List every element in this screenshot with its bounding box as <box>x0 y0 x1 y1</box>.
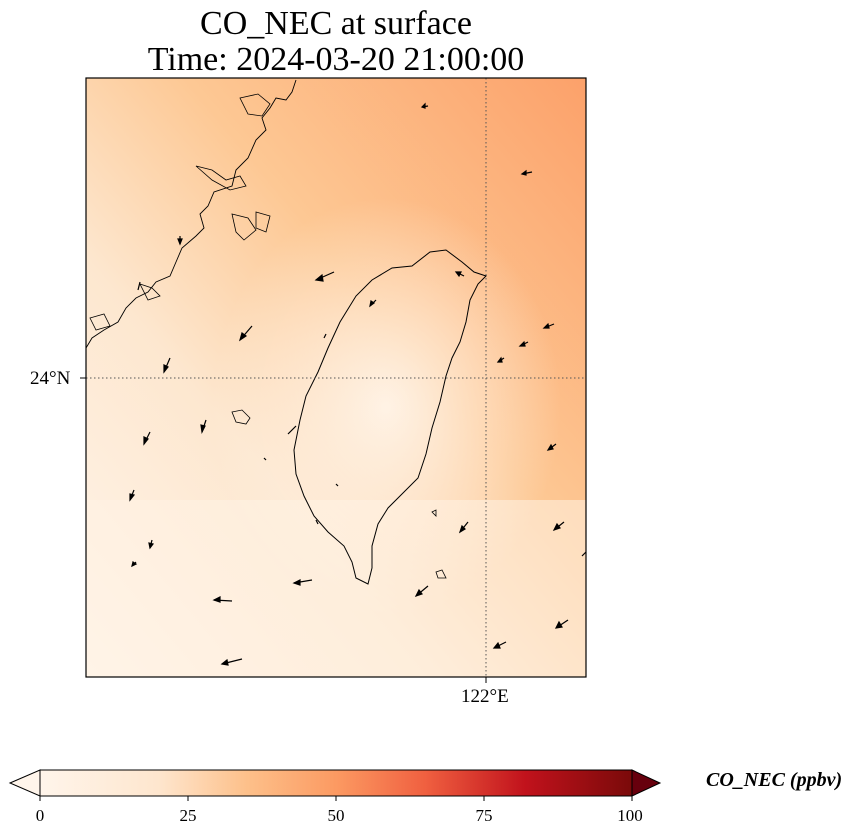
colorbar-tick-label: 50 <box>327 806 345 825</box>
map-title-line1: CO_NEC at surface <box>200 5 472 42</box>
islet-orchid <box>435 569 447 579</box>
colorbar-min-extend <box>8 769 41 797</box>
colorbar-tick-marks <box>39 796 633 801</box>
taiwan-coastline <box>293 249 487 585</box>
map-title-line2: Time: 2024-03-20 21:00:00 <box>147 41 525 78</box>
coast-detail <box>89 93 271 331</box>
lon-tick-label: 122°E <box>461 686 509 707</box>
lat-tick-label: 24°N <box>30 368 71 389</box>
wind-vectors <box>129 102 587 666</box>
colorbar-tick-label: 75 <box>475 806 493 825</box>
colorbar-max-extend <box>631 769 662 797</box>
colorbar <box>8 769 662 801</box>
islet-green <box>431 509 437 517</box>
colorbar-gradient <box>39 769 633 797</box>
mainland-coastline <box>85 79 297 349</box>
colorbar-tick-label: 0 <box>35 806 45 825</box>
colorbar-tick-label: 100 <box>617 806 643 825</box>
colorbar-tick-label: 25 <box>179 806 197 825</box>
islet-penghu <box>231 409 251 425</box>
map-plot <box>80 77 587 683</box>
colorbar-label: CO_NEC (ppbv) <box>706 769 843 791</box>
